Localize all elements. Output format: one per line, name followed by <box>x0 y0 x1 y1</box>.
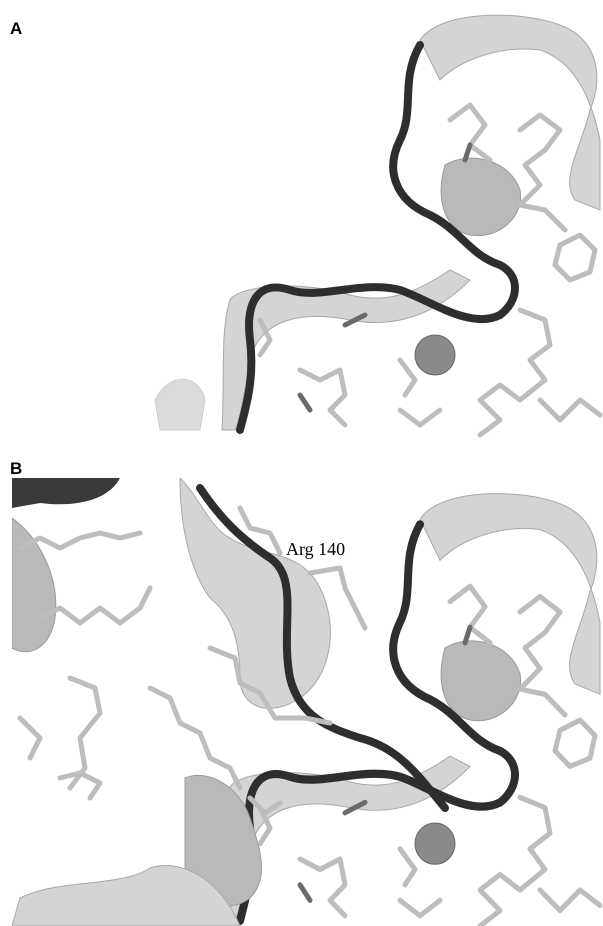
panel-a: A <box>10 15 600 435</box>
residue-label: Arg 140 <box>286 539 345 559</box>
panel-b: B Arg <box>10 459 600 926</box>
panel-label: A <box>10 19 22 38</box>
panel-label: B <box>10 459 22 478</box>
